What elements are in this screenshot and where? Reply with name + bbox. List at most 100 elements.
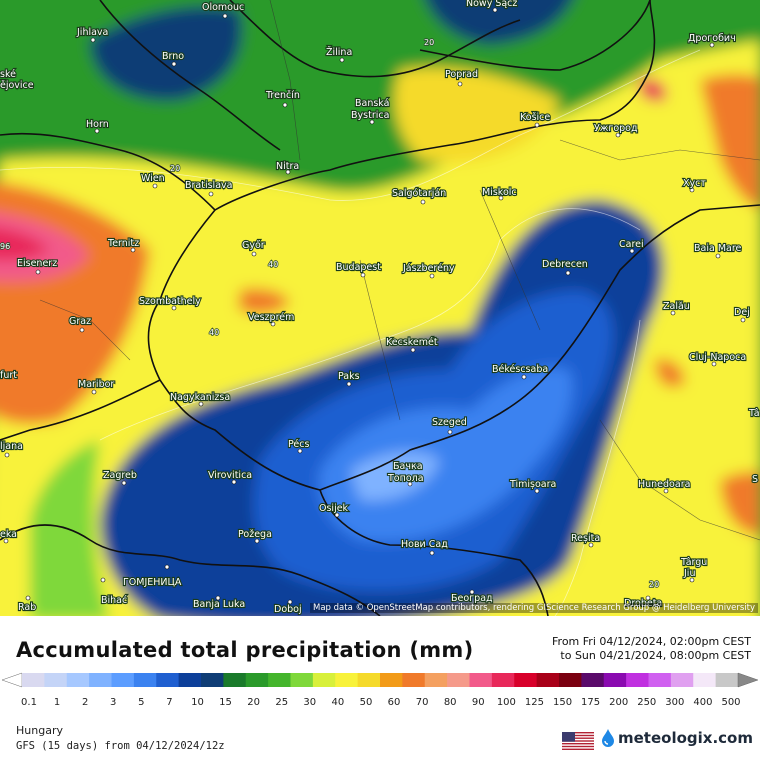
legend-swatch (156, 673, 180, 687)
city-label: Poprad (445, 69, 478, 80)
legend-swatch (312, 673, 336, 687)
brand-logo[interactable]: meteologix.com (601, 729, 753, 747)
legend-tick-label: 250 (637, 697, 657, 708)
city-label: Rab (18, 602, 36, 613)
legend-tick-label: 30 (303, 697, 317, 708)
legend-tick-label: 25 (275, 697, 289, 708)
city-label: eka (0, 529, 17, 540)
city-label: Топола (387, 473, 424, 484)
city-label: Zalău (663, 301, 690, 312)
legend-tick-label: 400 (693, 697, 713, 708)
contour-value-labels: 20 20 40 40 96 20 (0, 37, 660, 590)
legend-swatch (335, 673, 359, 687)
city-label: Debrecen (542, 259, 588, 270)
range-from: From Fri 04/12/2024, 02:00pm CEST (552, 635, 751, 648)
legend-tick-label: 60 (387, 697, 401, 708)
us-flag-icon[interactable] (562, 732, 594, 750)
legend-tick-label: 150 (552, 697, 573, 708)
city-markers: Olomouc Nowy Sącz Jihlava Brno Žilina Po… (0, 0, 760, 616)
legend-swatch (715, 673, 739, 687)
city-label: Bystrica (351, 110, 389, 121)
city-label: Doboj (274, 604, 302, 615)
region-name: Hungary (16, 724, 63, 737)
map-attribution: Map data © OpenStreetMap contributors, r… (310, 603, 758, 613)
city-label: Maribor (78, 379, 114, 390)
legend-swatch (491, 673, 515, 687)
legend-swatch (648, 673, 672, 687)
legend-swatch (357, 673, 381, 687)
city-label: Београд (451, 593, 493, 604)
legend-tick-label: 70 (415, 697, 429, 708)
legend-swatch (559, 673, 582, 687)
legend-tick-label: 50 (359, 697, 373, 708)
city-label: Miskolc (482, 187, 517, 198)
legend-tick-label: 90 (471, 697, 485, 708)
contour-label: 20 (649, 580, 659, 589)
legend-swatch (268, 673, 291, 687)
legend-swatch (670, 673, 694, 687)
city-label: Jiu (683, 568, 695, 579)
city-label: ějovice (0, 80, 34, 91)
legend-tick-label: 5 (138, 697, 145, 708)
city-label: Jászberény (402, 263, 455, 274)
city-label: Trenčín (265, 90, 300, 101)
city-label: Târgu (680, 557, 707, 568)
precipitation-map[interactable]: Olomouc Nowy Sącz Jihlava Brno Žilina Po… (0, 0, 760, 616)
legend-swatch (626, 673, 649, 687)
city-label: Békéscsaba (492, 364, 548, 375)
city-label: Хуст (683, 178, 706, 189)
legend-tick-label: 20 (247, 697, 260, 708)
city-label: Дрогобич (688, 33, 736, 44)
city-label: Timișoara (509, 479, 556, 490)
city-label: Nagykanizsa (170, 392, 230, 403)
city-label: Zagreb (103, 470, 137, 481)
legend-swatch (111, 673, 135, 687)
legend-tick-label: 7 (166, 697, 173, 708)
city-label: Banja Luka (193, 599, 245, 610)
city-label: Banská (355, 98, 389, 109)
legend-tick-label: 2 (81, 697, 89, 708)
contour-label: 20 (170, 164, 180, 173)
legend-tick-label: 40 (331, 697, 345, 708)
legend-swatch (581, 673, 605, 687)
city-label: Baia Mare (694, 243, 742, 254)
legend-swatch (290, 673, 314, 687)
legend-swatch (693, 673, 717, 687)
legend-tick-label: 175 (581, 697, 601, 708)
legend-tick-label: 0.1 (21, 697, 37, 708)
city-label: Szeged (432, 417, 467, 428)
legend-swatch (89, 673, 112, 687)
city-label: S (752, 474, 758, 485)
legend-swatch (133, 673, 157, 687)
city-label: Horn (86, 119, 109, 130)
legend-swatch (402, 673, 426, 687)
legend-swatch (469, 673, 493, 687)
legend-low-arrow (1, 672, 23, 688)
legend-high-arrow (737, 672, 759, 688)
city-label: Eisenerz (17, 258, 57, 269)
legend-tick-label: 125 (524, 697, 544, 708)
city-label: Нови Сад (401, 539, 448, 550)
city-label: Reșita (571, 533, 600, 544)
contour-label: 96 (0, 242, 10, 251)
legend-swatch (447, 673, 470, 687)
city-label: Hunedoara (638, 479, 690, 490)
forecast-range: From Fri 04/12/2024, 02:00pm CEST to Sun… (552, 635, 751, 663)
city-label: Graz (69, 316, 91, 327)
legend-swatch (223, 673, 247, 687)
legend-tick-label: 80 (443, 697, 457, 708)
legend-tick-label: 10 (191, 697, 204, 708)
city-label: Budapest (336, 262, 381, 273)
city-label: Požega (238, 529, 272, 540)
legend-swatch (44, 673, 68, 687)
legend-swatch (178, 673, 202, 687)
legend-tick-label: 500 (721, 697, 741, 708)
legend-tick-label: 100 (496, 697, 516, 708)
legend-swatch (22, 673, 45, 687)
legend-swatch (603, 673, 627, 687)
city-label: ГОМЈЕНИЦА (123, 577, 182, 588)
map-canvas: Olomouc Nowy Sącz Jihlava Brno Žilina Po… (0, 0, 760, 616)
contour-label: 20 (424, 38, 434, 47)
legend-labels: 0.1 1 2 3 5 7 10 15 20 25 30 40 50 60 70 80 90 100 125 150 1… (0, 697, 760, 711)
city-label: Carei (619, 239, 644, 250)
